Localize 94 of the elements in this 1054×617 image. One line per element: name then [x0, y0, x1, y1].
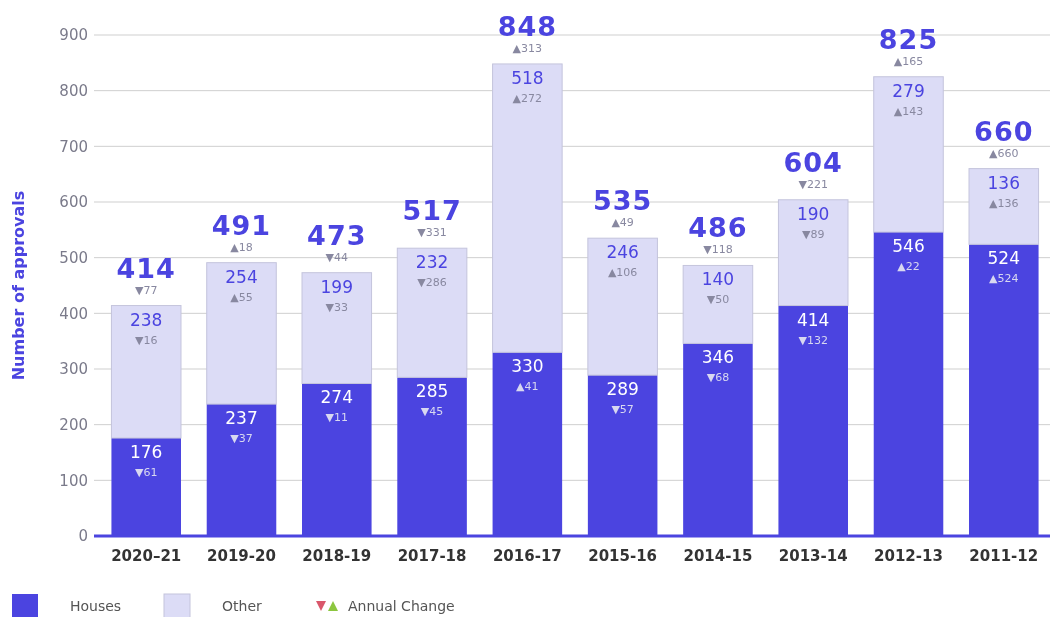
data-label: 524 [987, 248, 1021, 269]
annotation: ▲313 [512, 41, 543, 55]
annotation: ▼50 [706, 293, 730, 307]
annotation: ▼132 [798, 333, 828, 347]
data-label: 190 [796, 203, 830, 224]
annotation: ▲143 [893, 104, 924, 118]
annotation: ▼16 [134, 333, 158, 347]
x-tick-label: 2017-18 [397, 547, 467, 565]
x-tick-label: 2014-15 [683, 547, 753, 565]
annotation: ▼118 [703, 243, 733, 257]
bar [206, 262, 277, 405]
total-label: 486 [688, 212, 748, 244]
data-label: 274 [320, 387, 354, 408]
x-tick-label: 2013-14 [778, 547, 848, 565]
bar [968, 168, 1040, 245]
total-label: 473 [307, 219, 367, 251]
y-tick-label: 400 [59, 304, 88, 323]
bar [110, 305, 182, 439]
total-label: 414 [116, 252, 176, 284]
text: Annual Change [348, 597, 455, 614]
data-label: 279 [892, 80, 925, 101]
annotation: ▼89 [801, 227, 825, 241]
bar [587, 237, 658, 376]
x-tick-label: 2012-13 [874, 547, 943, 565]
annotation: ▼45 [420, 405, 444, 419]
bar [777, 199, 849, 307]
total-label: 604 [783, 146, 843, 178]
y-axis-title: Number of approvals [9, 190, 28, 381]
y-tick-label: 300 [59, 360, 88, 379]
data-label: 414 [796, 309, 830, 330]
annotation: ▼286 [417, 276, 447, 290]
data-label: 285 [415, 381, 449, 402]
y-tick-label: 0 [78, 527, 88, 546]
data-label: 289 [606, 379, 639, 400]
annotation: ▼221 [798, 177, 828, 191]
data-label: 232 [415, 252, 449, 273]
annotation: ▼61 [134, 466, 158, 480]
bar [682, 264, 754, 344]
annotation: ▼68 [706, 371, 730, 385]
x-tick-label: 2015-16 [588, 547, 658, 565]
bar [396, 247, 468, 378]
x-tick-label: 2011-12 [969, 547, 1039, 565]
annotation: ▲524 [989, 272, 1019, 286]
total-label: 491 [211, 209, 272, 241]
annotation: ▼331 [417, 226, 447, 240]
total-label: 517 [402, 195, 462, 227]
y-tick-label: 500 [59, 248, 88, 267]
x-tick-label: 2016-17 [492, 547, 562, 565]
annotation: ▼57 [611, 403, 634, 417]
data-label: 199 [320, 276, 354, 297]
data-label: 237 [225, 408, 258, 429]
data-label: 246 [606, 242, 639, 263]
data-label: 254 [225, 266, 258, 287]
legend-label: Houses [70, 597, 122, 614]
annotation: ▲272 [512, 91, 543, 105]
annotation: ▲165 [893, 54, 924, 68]
y-tick-label: 100 [59, 471, 88, 490]
annotation: ▼44 [325, 250, 349, 264]
annotation: ▼37 [230, 432, 253, 446]
annotation: ▲41 [516, 380, 539, 394]
annotation: ▼11 [325, 411, 349, 425]
annotation: ▲55 [230, 290, 253, 304]
annotation: ▲22 [897, 260, 920, 274]
total-label: 535 [592, 185, 653, 217]
bar [492, 63, 563, 353]
total-label: 825 [878, 23, 939, 55]
y-tick-label: 900 [59, 26, 88, 45]
total-label: 848 [497, 10, 558, 42]
y-tick-label: 700 [59, 137, 88, 156]
bar [301, 272, 373, 384]
annotation: ▼33 [325, 300, 349, 314]
x-tick-label: 2020–21 [111, 547, 182, 565]
bar [873, 76, 944, 233]
y-tick-label: 200 [59, 415, 88, 434]
annotation: ▲660 [989, 146, 1019, 160]
data-label: 346 [701, 347, 735, 368]
x-tick-label: 2019-20 [207, 547, 276, 565]
annotation: ▲136 [989, 196, 1019, 210]
data-label: 176 [129, 442, 163, 463]
y-tick-label: 600 [59, 193, 88, 212]
annotation: ▲18 [230, 240, 253, 254]
annotation: ▲49 [611, 216, 634, 230]
data-label: 136 [987, 172, 1021, 193]
annotation: ▼77 [134, 283, 158, 297]
data-label: 330 [511, 356, 544, 377]
y-tick-label: 800 [59, 81, 88, 100]
data-label: 140 [701, 269, 735, 290]
data-label: 238 [129, 309, 163, 330]
total-label: 660 [974, 115, 1034, 147]
legend-label: Other [222, 597, 262, 614]
x-tick-label: 2018-19 [302, 547, 372, 565]
annotation: ▲106 [607, 266, 638, 280]
data-label: 518 [511, 67, 544, 88]
data-label: 546 [892, 236, 925, 257]
